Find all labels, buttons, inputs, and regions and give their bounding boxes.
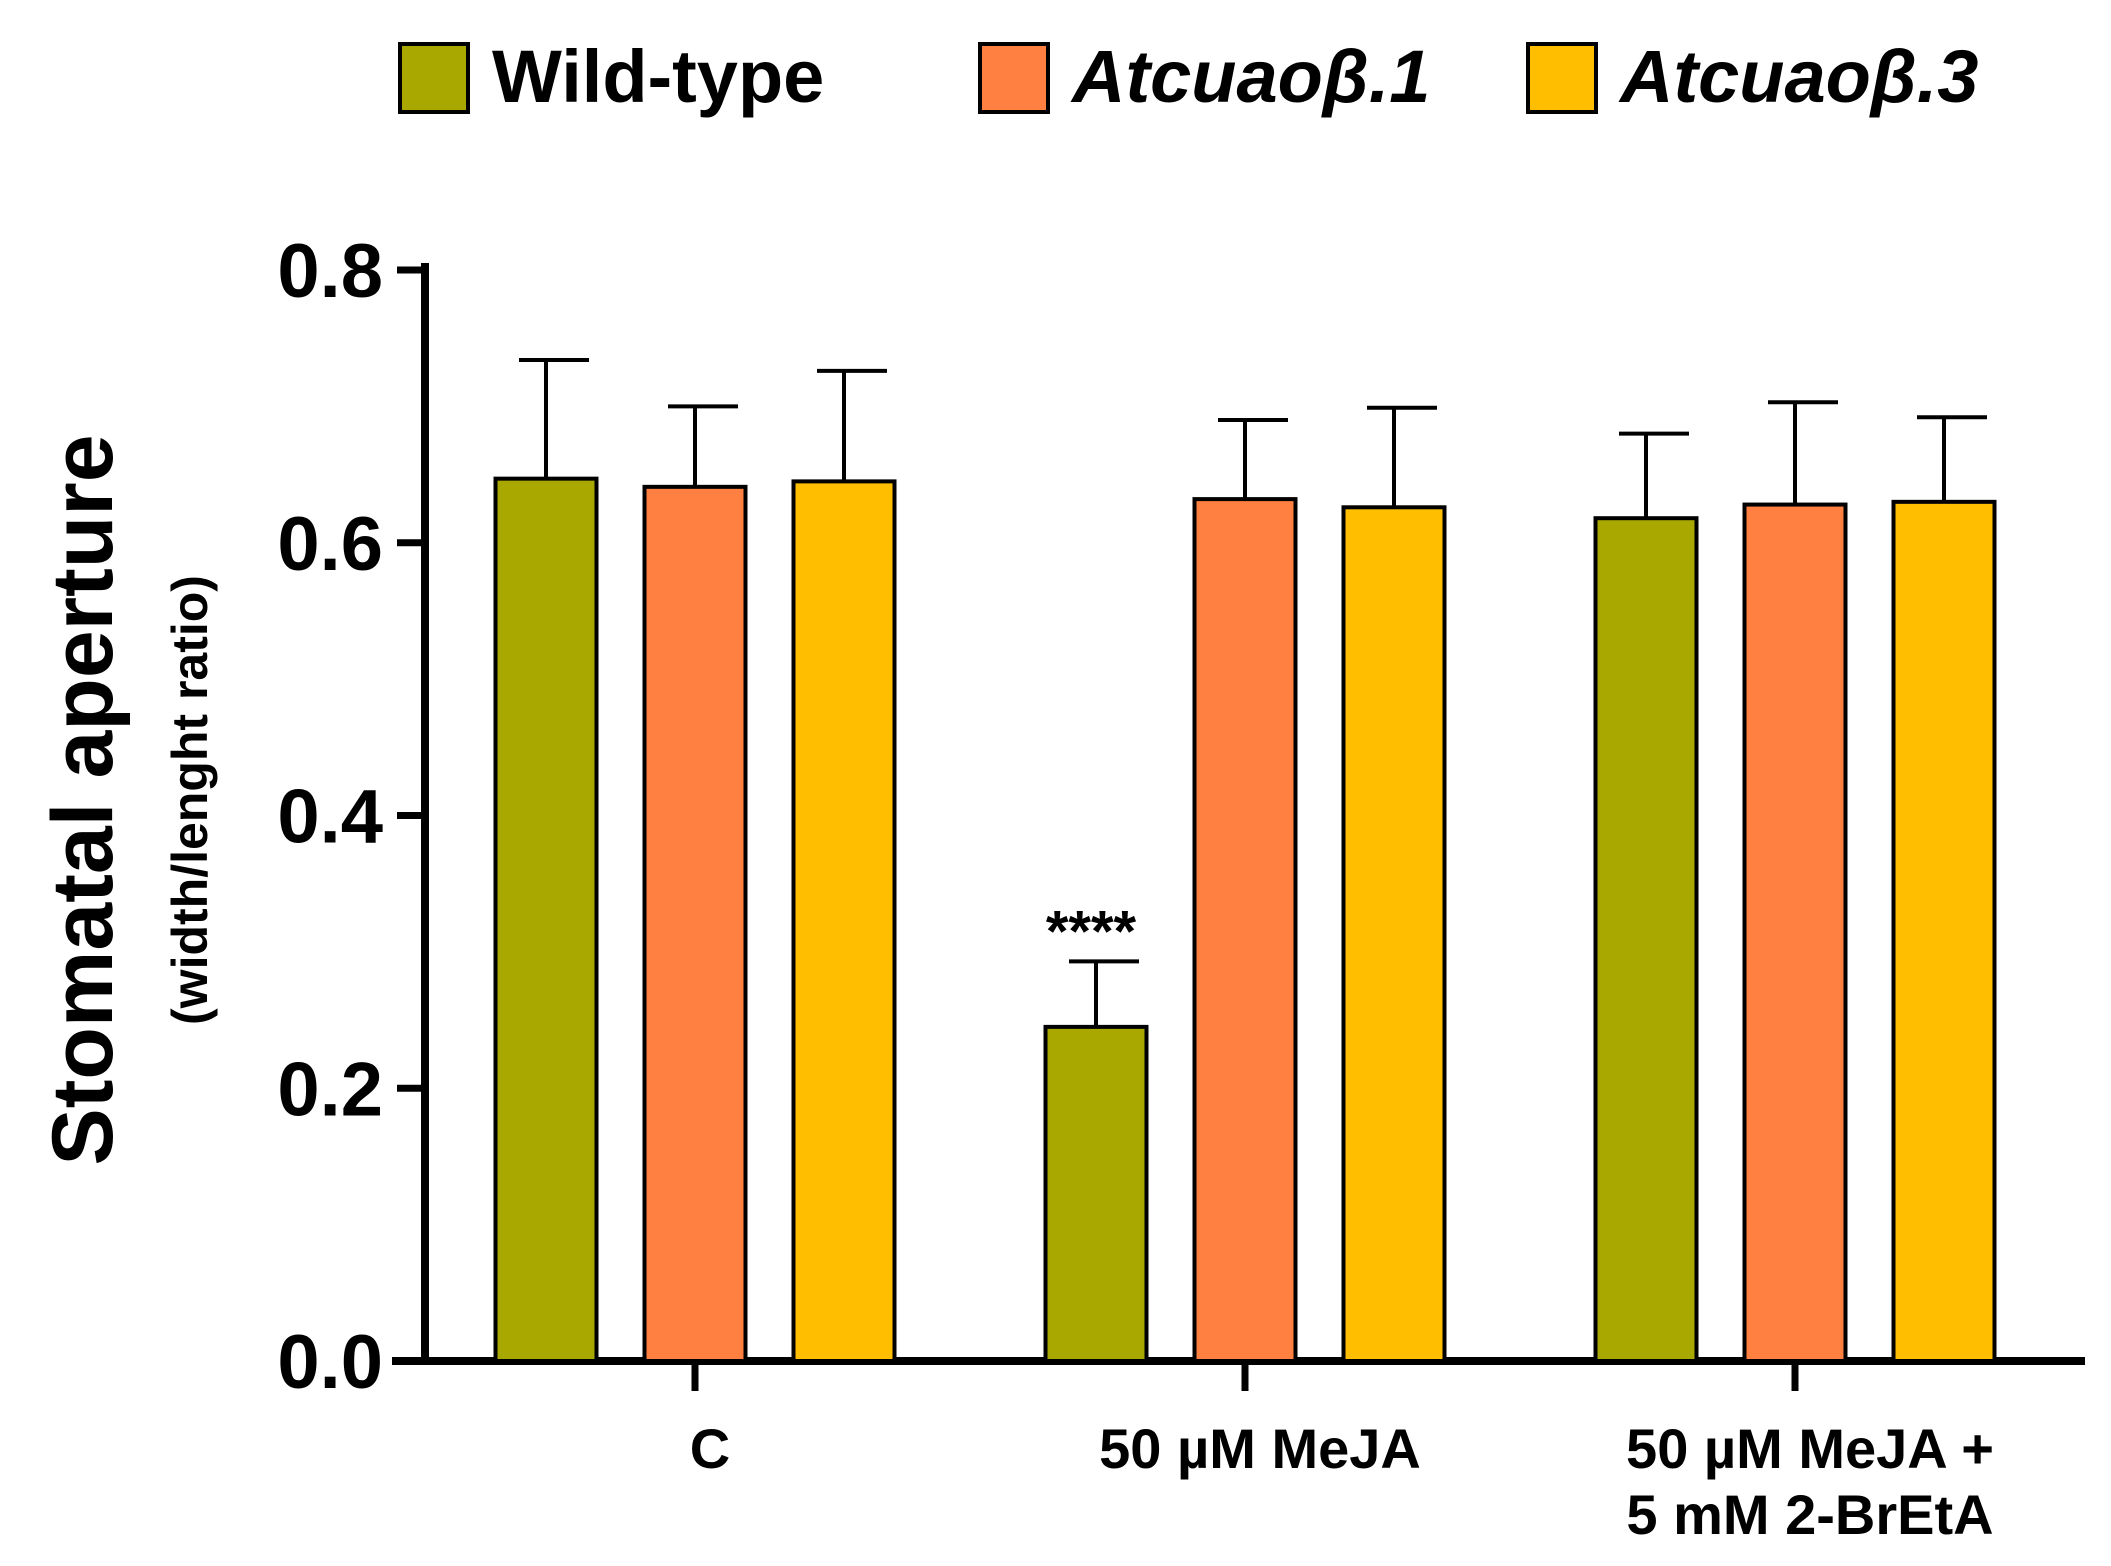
bar bbox=[1891, 499, 1997, 1363]
legend-swatch bbox=[398, 42, 470, 114]
y-axis-sublabel: (width/lenght ratio) bbox=[162, 575, 218, 1025]
bar-group bbox=[1593, 431, 1699, 1363]
legend-label: Wild-type bbox=[492, 35, 824, 118]
x-tick-label: 50 µM MeJA +5 mM 2-BrEtA bbox=[1626, 1417, 1994, 1546]
bar bbox=[1593, 516, 1699, 1363]
y-axis: 0.0 0.2 0.4 0.6 0.8 bbox=[277, 229, 429, 1405]
legend-label: Atcuaoβ.1 bbox=[1070, 35, 1430, 118]
bar-group bbox=[642, 404, 748, 1363]
y-tick-label: 0.2 bbox=[277, 1047, 383, 1132]
y-tick-label: 0.6 bbox=[277, 502, 383, 587]
y-tick-label: 0.8 bbox=[277, 229, 383, 314]
y-tick-label: 0.4 bbox=[277, 775, 383, 860]
bar-group bbox=[1341, 405, 1447, 1364]
bar bbox=[1341, 505, 1447, 1364]
legend-swatch bbox=[1526, 42, 1598, 114]
significance-annotation: **** bbox=[1046, 899, 1137, 964]
bar bbox=[1742, 502, 1848, 1363]
bar bbox=[1192, 497, 1298, 1363]
legend-label: Atcuaoβ.3 bbox=[1618, 35, 1978, 118]
bar-group bbox=[1192, 418, 1298, 1363]
bar-group bbox=[493, 358, 599, 1363]
legend-item: Atcuaoβ.3 bbox=[1526, 35, 1978, 118]
bar bbox=[642, 484, 748, 1363]
bar bbox=[493, 476, 599, 1363]
bars bbox=[493, 358, 1997, 1364]
bar-group bbox=[1742, 400, 1848, 1363]
bar-group bbox=[1043, 959, 1149, 1363]
y-tick-label: 0.0 bbox=[277, 1320, 383, 1405]
legend-swatch bbox=[978, 42, 1050, 114]
bar-group bbox=[1891, 415, 1997, 1363]
bar bbox=[791, 479, 897, 1364]
legend-item: Atcuaoβ.1 bbox=[978, 35, 1430, 118]
annotations: **** bbox=[1046, 899, 1137, 964]
bar bbox=[1043, 1024, 1149, 1363]
x-axis: C 50 µM MeJA 50 µM MeJA +5 mM 2-BrEtA bbox=[392, 1357, 2085, 1546]
legend-item: Wild-type bbox=[398, 35, 824, 118]
x-tick-label: C bbox=[690, 1417, 730, 1480]
x-tick-label: 50 µM MeJA bbox=[1099, 1417, 1421, 1480]
y-axis-label: Stomatal aperture bbox=[35, 434, 131, 1165]
bar-group bbox=[791, 368, 897, 1364]
legend: Wild-type Atcuaoβ.1 Atcuaoβ.3 bbox=[398, 35, 1978, 118]
y-axis-label-group: Stomatal aperture (width/lenght ratio) bbox=[35, 434, 218, 1165]
